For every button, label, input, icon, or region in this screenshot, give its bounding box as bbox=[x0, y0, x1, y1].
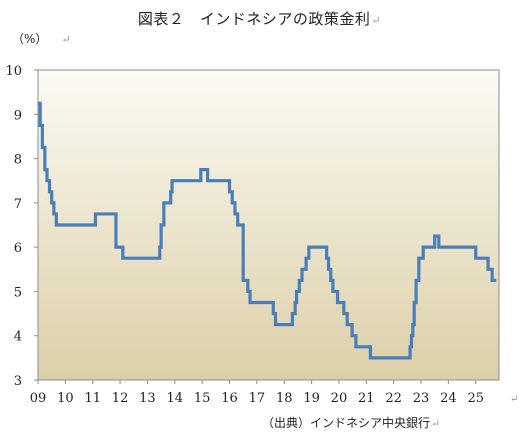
policy-rate-line bbox=[38, 101, 497, 360]
x-tick-label: 23 bbox=[413, 391, 430, 406]
y-tick-label: 8 bbox=[14, 153, 22, 168]
x-tick-label: 19 bbox=[303, 391, 320, 406]
y-axis: 3 4 5 6 7 8 9 10 bbox=[5, 64, 38, 389]
y-tick-label: 6 bbox=[14, 241, 22, 256]
return-mark-icon: ↵ bbox=[61, 33, 71, 46]
x-tick-label: 20 bbox=[331, 391, 348, 406]
x-tick-label: 18 bbox=[276, 391, 293, 406]
return-mark-icon: ↵ bbox=[371, 14, 382, 27]
corner-mark-icon: ↵ bbox=[510, 394, 519, 405]
x-tick-label: 22 bbox=[385, 391, 402, 406]
x-tick-label: 13 bbox=[139, 391, 156, 406]
x-tick-label: 10 bbox=[57, 391, 74, 406]
plot-area bbox=[37, 69, 500, 381]
x-tick-label: 11 bbox=[84, 391, 101, 406]
x-tick-label: 15 bbox=[194, 391, 211, 406]
x-tick-label: 25 bbox=[467, 391, 484, 406]
x-tick-label: 09 bbox=[30, 391, 47, 406]
y-tick-label: 7 bbox=[14, 197, 22, 212]
y-tick-label: 4 bbox=[14, 330, 22, 345]
x-tick-label: 24 bbox=[440, 391, 457, 406]
chart-title: 図表２ インドネシアの政策金利↵ bbox=[137, 10, 382, 28]
x-tick-label: 12 bbox=[112, 391, 129, 406]
y-axis-unit-label: （%） ↵ bbox=[12, 32, 71, 46]
y-tick-label: 5 bbox=[14, 285, 22, 300]
y-tick-label: 10 bbox=[5, 64, 22, 79]
x-tick-label: 14 bbox=[167, 391, 184, 406]
x-axis: 09 10 11 12 13 14 15 16 17 18 19 20 21 22 23 24 25 bbox=[30, 380, 484, 406]
x-tick-label: 17 bbox=[249, 391, 266, 406]
return-mark-icon: ↵ bbox=[431, 417, 441, 430]
x-tick-label: 16 bbox=[221, 391, 238, 406]
y-tick-label: 9 bbox=[14, 108, 22, 123]
y-tick-label: 3 bbox=[14, 374, 22, 389]
x-tick-label: 21 bbox=[358, 391, 375, 406]
source-note: （出典）インドネシア中央銀行↵ bbox=[262, 416, 441, 430]
